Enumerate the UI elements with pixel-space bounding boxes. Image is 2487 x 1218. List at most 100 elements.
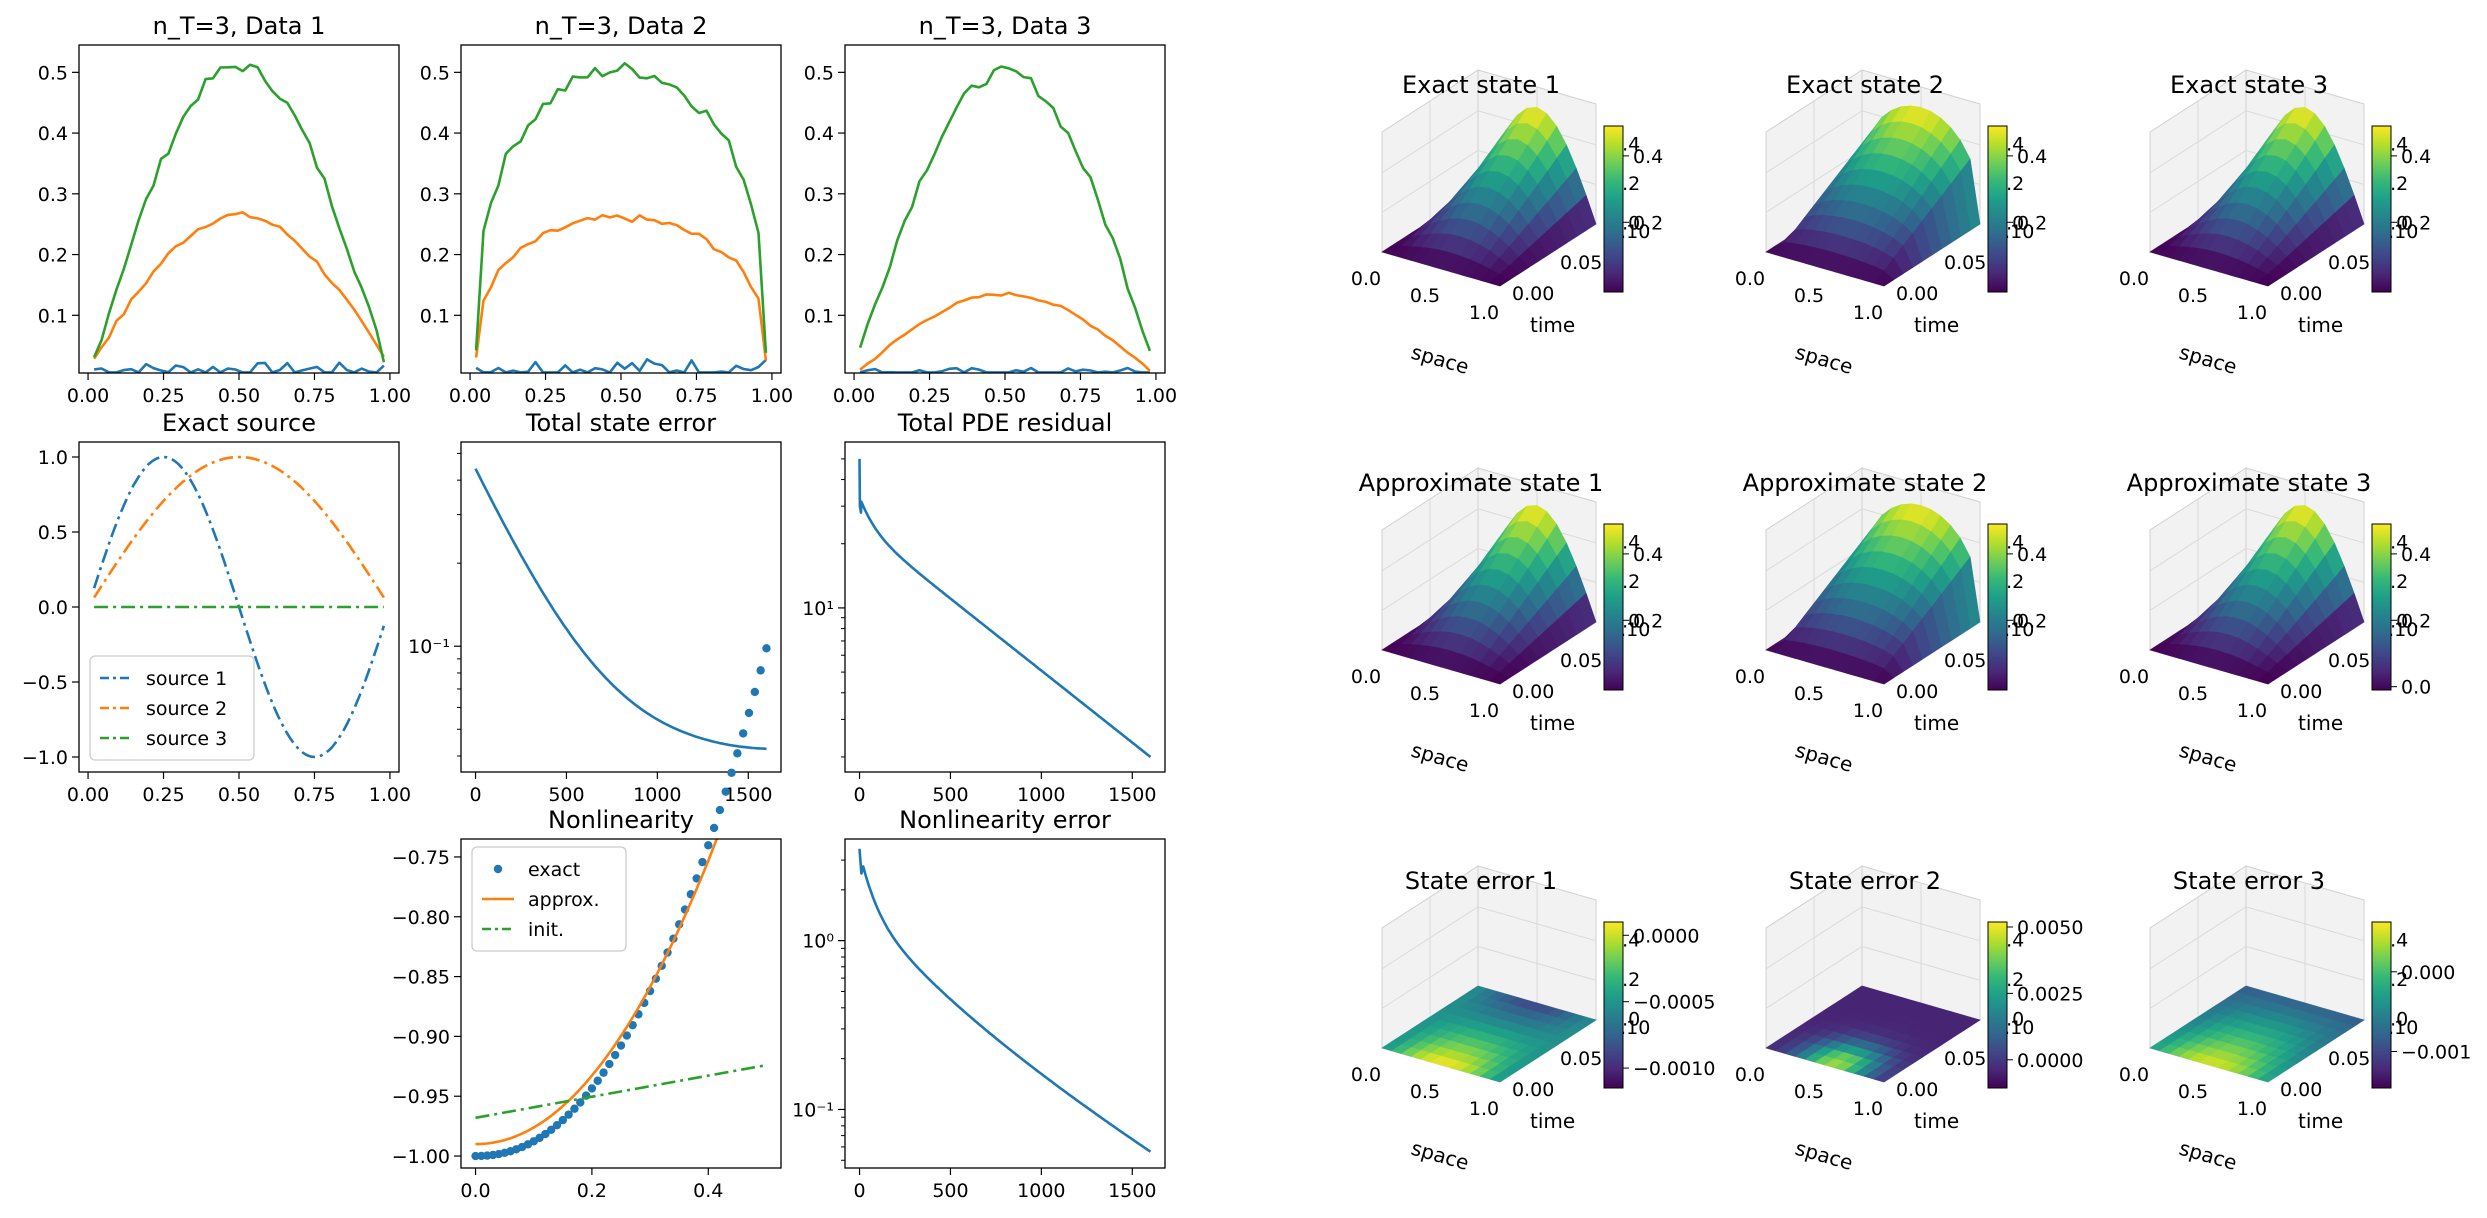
surface-facet: [1489, 1072, 1511, 1083]
x-tick-label: 1000: [1017, 784, 1065, 806]
x-tick-label: 1.00: [369, 784, 411, 806]
y-tick-label: 0.5: [38, 522, 68, 544]
x-tick-label: 1.00: [751, 385, 793, 407]
colorbar-tick-label: 0.4: [1633, 544, 1663, 566]
space-tick-label: 0.5: [2178, 683, 2208, 705]
y-tick-label: 0.2: [38, 245, 68, 267]
grid-line: [1381, 945, 1597, 1009]
panel-data2: 0.00 0.25 0.50 0.75 1.00 0.1 0.2 0.3 0.4 0.5 n_T=3…: [420, 12, 793, 407]
colorbar-tick-label: 0.4: [2017, 544, 2047, 566]
panel-nonlinearity: 0.0 0.2 0.4 −1.00 −0.95 −0.90 −0.85 −0.80 −0.75 N…: [392, 644, 782, 1202]
time-tick-label: 0.05: [2328, 650, 2370, 672]
y-tick-label: 0.4: [420, 123, 450, 145]
data-point-exact-22: [599, 1068, 608, 1077]
y-tick-label: 0.3: [38, 184, 68, 206]
legend-label: source 1: [146, 668, 227, 690]
panel-title: n_T=3, Data 2: [535, 12, 708, 40]
space-tick-label: 0.0: [1735, 268, 1765, 290]
y-tick-label: 0.5: [38, 62, 68, 84]
surface-panel-4: 0.00.51.00.100.050.000.40.20.0spacetimeA…: [1351, 467, 1663, 777]
axes-frame: [78, 44, 400, 374]
data-point-exact-38: [692, 874, 701, 883]
x-tick-label: 0.00: [67, 784, 109, 806]
grid-line: [1381, 906, 1597, 970]
panel-title: n_T=3, Data 1: [153, 12, 326, 40]
y-tick-label: −0.80: [392, 907, 450, 929]
y-tick-label: 0.4: [804, 123, 834, 145]
time-tick-label: 0.00: [1512, 1079, 1554, 1101]
legend-label: approx.: [528, 889, 599, 911]
surface-facet: [1873, 668, 1895, 685]
data-point-exact-20: [587, 1084, 597, 1093]
x-tick-label: 500: [932, 1180, 968, 1202]
series-line-noise: [475, 358, 767, 373]
data-point-exact-40: [704, 841, 713, 850]
data-point-exact-47: [744, 708, 754, 718]
time-tick-label: 0.05: [1944, 252, 1986, 274]
x-tick-label: 0: [853, 784, 865, 806]
time-tick-label: 0.05: [1944, 650, 1986, 672]
y-tick-label: −0.85: [392, 967, 450, 989]
data-point-exact-39: [698, 857, 707, 867]
space-tick-label: 0.5: [2178, 1081, 2208, 1103]
x-tick-label: 0.4: [693, 1180, 723, 1202]
space-tick-label: 1.0: [1853, 302, 1883, 324]
x-tick-label: 0.25: [524, 385, 566, 407]
space-axis-label: space: [1409, 738, 1472, 777]
series-line-source-2: [93, 455, 385, 599]
time-tick-label: 0.05: [1560, 1048, 1602, 1070]
x-tick-label: 500: [548, 784, 584, 806]
surface-title: Exact state 3: [2170, 71, 2328, 99]
x-tick-label: 0.0: [460, 1180, 490, 1202]
colorbar: [1603, 921, 1624, 1089]
space-tick-label: 0.5: [2178, 285, 2208, 307]
space-tick-label: 0.0: [1351, 1064, 1381, 1086]
space-tick-label: 0.5: [1410, 683, 1440, 705]
surface-panel-7: 0.00.51.00.100.050.000.40.20.0spacetimeS…: [1351, 865, 1715, 1175]
surface-panel-6: 0.00.51.00.100.050.000.40.20.0spacetimeA…: [2119, 467, 2431, 777]
axes-frame: [844, 838, 1166, 1169]
x-tick-label: 0.25: [142, 784, 184, 806]
axes-frame: [844, 441, 1166, 773]
time-tick-label: 0.00: [2280, 1079, 2322, 1101]
axes-frame: [460, 838, 782, 1169]
y-tick-label: 0.2: [420, 245, 450, 267]
time-tick-label: 0.05: [1944, 1048, 1986, 1070]
data-point-exact-25: [616, 1041, 626, 1050]
surface-panel-2: 0.00.51.00.100.050.000.40.20.0spacetimeE…: [1735, 69, 2047, 379]
legend: exact approx. init.: [471, 846, 627, 952]
time-tick-label: 0.00: [1896, 681, 1938, 703]
data-point-exact-15: [558, 1115, 568, 1125]
space-tick-label: 0.0: [1735, 666, 1765, 688]
panel-title: Total state error: [525, 409, 716, 437]
space-tick-label: 0.0: [1351, 666, 1381, 688]
surface-facet: [1489, 672, 1511, 685]
time-axis-label: time: [2298, 313, 2343, 337]
time-axis-label: time: [1530, 1109, 1575, 1133]
x-tick-label: 0: [469, 784, 481, 806]
y-tick-label: 0.3: [804, 184, 834, 206]
space-tick-label: 0.0: [1735, 1064, 1765, 1086]
surface-panel-5: 0.00.51.00.100.050.000.40.20.0spacetimeA…: [1735, 467, 2047, 777]
space-tick-label: 0.5: [1794, 285, 1824, 307]
space-tick-label: 1.0: [2237, 700, 2267, 722]
surface-title: Approximate state 3: [2127, 469, 2372, 497]
series-line-approx-: [475, 839, 719, 1146]
space-tick-label: 0.5: [1410, 285, 1440, 307]
y-tick-label: 0.5: [804, 62, 834, 84]
data-point-exact-16: [564, 1110, 573, 1119]
y-tick-label: −1.00: [392, 1146, 450, 1168]
y-tick-label: 0.1: [420, 305, 450, 327]
space-tick-label: 1.0: [2237, 302, 2267, 324]
colorbar-tick-label: 0.2: [2017, 212, 2047, 234]
series-line-t2: [93, 211, 386, 360]
axes-frame: [844, 44, 1166, 374]
time-tick-label: 0.05: [1560, 650, 1602, 672]
legend-label: source 3: [146, 728, 227, 750]
panel-pde_residual: 0 500 1000 1500 10¹ Total PDE residual: [802, 409, 1166, 806]
legend-label: source 2: [146, 698, 227, 720]
surface-title: State error 2: [1789, 867, 1941, 895]
x-tick-label: 1000: [1017, 1180, 1065, 1202]
colorbar-tick-label: 0.2: [1633, 610, 1663, 632]
panel-nl_error: 0 500 1000 1500 10⁰ 10⁻¹ Nonlinearity error: [792, 806, 1166, 1202]
